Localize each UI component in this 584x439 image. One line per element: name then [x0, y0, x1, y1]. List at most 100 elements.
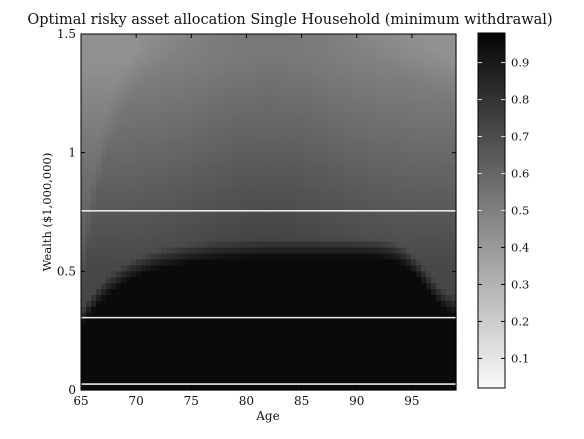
heat-cell [351, 318, 357, 326]
heat-cell [396, 324, 402, 332]
heat-cell [91, 206, 97, 213]
heat-cell [186, 63, 192, 71]
heat-cell [81, 306, 87, 314]
heat-cell [91, 105, 97, 112]
heat-cell [141, 324, 147, 332]
heat-cell [331, 123, 337, 130]
heat-cell [446, 241, 452, 249]
heat-cell [296, 170, 302, 177]
heat-cell [346, 277, 352, 284]
heat-cell [326, 34, 332, 41]
heat-cell [421, 206, 427, 213]
heat-cell [96, 140, 102, 148]
heat-cell [291, 330, 297, 338]
heat-cell [436, 247, 442, 255]
heat-cell [326, 366, 332, 373]
heat-cell [181, 128, 187, 136]
heat-cell [251, 123, 257, 130]
heat-cell [111, 271, 117, 278]
heat-cell [141, 277, 147, 284]
heat-cell [396, 170, 402, 177]
heat-cell [171, 253, 177, 261]
heat-cell [316, 99, 322, 106]
heat-cell [201, 247, 207, 255]
heat-cell [261, 366, 267, 373]
heat-cell [341, 259, 347, 266]
heat-cell [401, 235, 407, 243]
heat-cell [316, 69, 322, 77]
heat-cell [411, 140, 417, 148]
heat-cell [416, 164, 422, 172]
heat-cell [111, 336, 117, 344]
heat-cell [441, 63, 447, 71]
heat-cell [411, 306, 417, 314]
heat-cell [396, 384, 402, 391]
heat-cell [356, 289, 362, 296]
heat-cell [91, 354, 97, 361]
heat-cell [326, 39, 332, 47]
heat-cell [221, 34, 227, 41]
heat-cell [401, 366, 407, 373]
heat-cell [81, 318, 87, 326]
heat-cell [216, 188, 222, 195]
heat-cell [441, 348, 447, 355]
heat-cell [331, 146, 337, 154]
heat-cell [391, 140, 397, 148]
heat-cell [226, 99, 232, 106]
heat-cell [441, 134, 447, 142]
heat-cell [366, 206, 372, 213]
heat-cell [211, 111, 217, 118]
heat-cell [321, 182, 327, 189]
heat-cell [421, 45, 427, 53]
heat-cell [281, 306, 287, 314]
heat-cell [221, 229, 227, 237]
heat-cell [211, 34, 217, 41]
heat-cell [411, 212, 417, 219]
heat-cell [246, 318, 252, 326]
heat-cell [451, 200, 457, 207]
heat-cell [121, 93, 127, 100]
heat-cell [221, 51, 227, 59]
heat-cell [436, 212, 442, 219]
heat-cell [171, 247, 177, 255]
heat-cell [416, 306, 422, 314]
heat-cell [431, 265, 437, 272]
heat-cell [161, 306, 167, 314]
heat-cell [141, 217, 147, 225]
heat-cell [341, 176, 347, 183]
heat-cell [346, 134, 352, 142]
heat-cell [186, 57, 192, 65]
heat-cell [251, 372, 257, 379]
heat-cell [421, 117, 427, 124]
heat-cell [311, 123, 317, 130]
heat-cell [181, 39, 187, 47]
heat-cell [361, 123, 367, 130]
heat-cell [366, 259, 372, 266]
heat-cell [221, 194, 227, 201]
heat-cell [196, 312, 202, 320]
heat-cell [261, 360, 267, 367]
heat-cell [326, 312, 332, 320]
heat-cell [266, 75, 272, 83]
heat-cell [126, 206, 132, 213]
heat-cell [211, 247, 217, 255]
heat-cell [301, 81, 307, 88]
heat-cell [86, 182, 92, 189]
heat-cell [101, 330, 107, 338]
heat-cell [141, 105, 147, 112]
heat-cell [226, 158, 232, 166]
heat-cell [446, 200, 452, 207]
heat-cell [376, 271, 382, 278]
heat-cell [446, 301, 452, 308]
heat-cell [91, 235, 97, 243]
heat-cell [81, 378, 87, 385]
heat-cell [116, 360, 122, 367]
heat-cell [326, 63, 332, 71]
heat-cell [381, 366, 387, 373]
heat-cell [426, 223, 432, 231]
heat-cell [161, 188, 167, 195]
heat-cell [351, 360, 357, 367]
heat-cell [291, 152, 297, 160]
heat-cell [311, 176, 317, 183]
heat-cell [96, 312, 102, 320]
